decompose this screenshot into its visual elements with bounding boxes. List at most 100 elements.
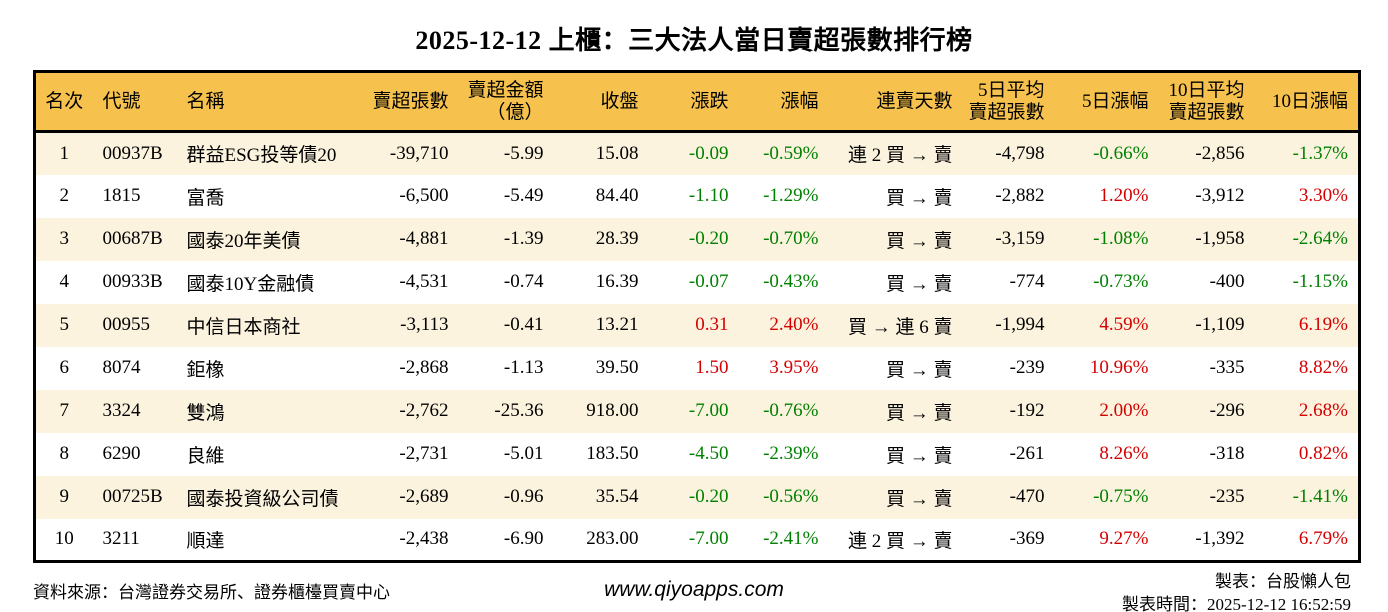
cell-sell_vol: -4,531 [399, 271, 449, 292]
column-header-name: 名稱 [176, 71, 357, 133]
cell-pct10: -2.64% [1292, 228, 1348, 249]
cell-avg10: -1,109 [1195, 314, 1245, 335]
header-row: 名次 代號 名稱 賣超張數 賣超金額 （億） 收盤 漲跌 漲幅 連賣天數 5日平均 賣超張數 5日漲… [34, 71, 1360, 133]
page-title: 2025-12-12 上櫃：三大法人當日賣超張數排行榜 [415, 26, 973, 55]
cell-chg: 1.50 [695, 357, 729, 378]
cell-pct5: 8.26% [1099, 443, 1149, 464]
cell-sell_amt: -0.96 [503, 486, 544, 507]
table-row: 8 6290 良維 -2,731 -5.01 183.50 -4.50 -2.39% 買 → 賣… [34, 432, 1360, 476]
cell-streak: 連 2 買 → 賣 [847, 145, 953, 167]
cell-pct10: 3.30% [1298, 185, 1348, 206]
generated-time-text: 製表時間：2025-12-12 16:52:59 [1121, 595, 1351, 612]
website-text: www.qiyoapps.com [604, 578, 784, 601]
cell-pct10: 0.82% [1298, 443, 1348, 464]
cell-avg5: -3,159 [995, 228, 1045, 249]
cell-avg10: -2,856 [1195, 142, 1245, 164]
cell-avg5: -192 [1009, 400, 1045, 421]
cell-pct5: 1.20% [1099, 185, 1149, 206]
table-row: 10 3211 順達 -2,438 -6.90 283.00 -7.00 -2.41% 連 2 … [34, 518, 1360, 562]
cell-chg: -1.10 [688, 185, 729, 206]
cell-avg5: -239 [1009, 357, 1045, 378]
cell-pct10: 8.82% [1298, 357, 1348, 378]
cell-streak: 買 → 賣 [885, 402, 953, 424]
cell-streak: 買 → 賣 [885, 488, 953, 510]
cell-pct10: 6.79% [1298, 528, 1348, 550]
cell-sell_vol: -3,113 [400, 314, 449, 335]
cell-chg_pct: -0.43% [763, 271, 819, 292]
cell-chg: -7.00 [688, 400, 729, 421]
cell-chg_pct: -0.59% [763, 142, 819, 164]
cell-close: 183.50 [586, 443, 639, 464]
cell-streak: 買 → 賣 [885, 445, 953, 467]
column-header-rank: 名次 [34, 71, 93, 133]
cell-streak: 買 → 賣 [885, 273, 953, 295]
cell-chg_pct: 2.40% [769, 314, 819, 335]
cell-code: 3211 [102, 528, 140, 550]
cell-avg10: -296 [1209, 400, 1245, 421]
cell-avg5: -4,798 [995, 142, 1045, 164]
footer: 資料來源：台灣證券交易所、證券櫃檯買賣中心 www.qiyoapps.com 製… [0, 570, 1388, 612]
cell-avg10: -1,392 [1195, 528, 1245, 550]
cell-chg: -0.20 [688, 486, 729, 507]
column-header-streak: 連賣天數 [832, 71, 961, 133]
cell-avg10: -235 [1209, 486, 1245, 507]
cell-close: 13.21 [595, 314, 639, 335]
cell-avg10: -335 [1209, 357, 1245, 378]
cell-chg_pct: -1.29% [763, 185, 819, 206]
cell-rank: 2 [59, 185, 70, 206]
cell-sell_vol: -39,710 [389, 142, 449, 164]
cell-sell_amt: -5.49 [503, 185, 544, 206]
cell-sell_amt: -6.90 [503, 528, 544, 550]
cell-name: 群益ESG投等債20 [186, 145, 337, 167]
table-row: 5 00955 中信日本商社 -3,113 -0.41 13.21 0.31 2.40% 買 →… [34, 303, 1360, 347]
cell-sell_amt: -0.74 [503, 271, 544, 292]
cell-close: 39.50 [595, 357, 639, 378]
cell-chg_pct: 3.95% [769, 357, 819, 378]
table-head: 名次 代號 名稱 賣超張數 賣超金額 （億） 收盤 漲跌 漲幅 連賣天數 5日平均 賣超張數 5日漲… [34, 71, 1360, 133]
cell-chg_pct: -0.56% [763, 486, 819, 507]
cell-sell_vol: -2,438 [399, 528, 449, 550]
cell-sell_vol: -2,731 [399, 443, 449, 464]
cell-chg: -7.00 [688, 528, 729, 550]
cell-pct10: 2.68% [1298, 400, 1348, 421]
cell-pct5: 4.59% [1099, 314, 1149, 335]
cell-sell_vol: -4,881 [399, 228, 449, 249]
cell-sell_vol: -2,762 [399, 400, 449, 421]
cell-chg: -4.50 [688, 443, 729, 464]
cell-pct5: -1.08% [1093, 228, 1149, 249]
cell-sell_amt: -1.13 [503, 357, 544, 378]
cell-sell_amt: -1.39 [503, 228, 544, 249]
column-header-sell_vol: 賣超張數 [356, 71, 467, 133]
cell-avg5: -2,882 [995, 185, 1045, 206]
cell-avg5: -369 [1009, 528, 1045, 550]
cell-rank: 6 [59, 357, 70, 378]
cell-avg5: -774 [1009, 271, 1045, 292]
cell-name: 國泰10Y金融債 [186, 273, 315, 295]
cell-chg_pct: -0.76% [763, 400, 819, 421]
cell-pct5: -0.75% [1093, 486, 1149, 507]
cell-name: 國泰20年美債 [186, 230, 301, 252]
column-header-code: 代號 [92, 71, 177, 133]
table-row: 1 00937B 群益ESG投等債20 -39,710 -5.99 15.08 -0.09 -… [34, 131, 1360, 175]
table-row: 3 00687B 國泰20年美債 -4,881 -1.39 28.39 -0.20 -0.70… [34, 217, 1360, 261]
cell-chg: 0.31 [695, 314, 729, 335]
cell-pct10: -1.15% [1292, 271, 1348, 292]
cell-chg_pct: -2.41% [763, 528, 819, 550]
cell-name: 良維 [186, 445, 225, 467]
credit-text: 製表：台股懶人包 [1215, 572, 1351, 591]
cell-streak: 買 → 賣 [885, 230, 953, 252]
cell-chg_pct: -0.70% [763, 228, 819, 249]
cell-pct5: 9.27% [1099, 528, 1149, 550]
cell-rank: 8 [59, 443, 70, 464]
cell-chg_pct: -2.39% [763, 443, 819, 464]
cell-pct5: -0.66% [1093, 142, 1149, 164]
cell-code: 8074 [102, 357, 141, 378]
cell-avg10: -3,912 [1195, 185, 1245, 206]
cell-avg5: -470 [1009, 486, 1045, 507]
cell-chg: -0.09 [688, 142, 729, 164]
cell-close: 28.39 [595, 228, 639, 249]
cell-pct10: 6.19% [1298, 314, 1348, 335]
cell-name: 中信日本商社 [186, 316, 301, 338]
cell-sell_amt: -25.36 [494, 400, 544, 421]
column-header-sell_amt: 賣超金額 （億） [466, 71, 562, 133]
